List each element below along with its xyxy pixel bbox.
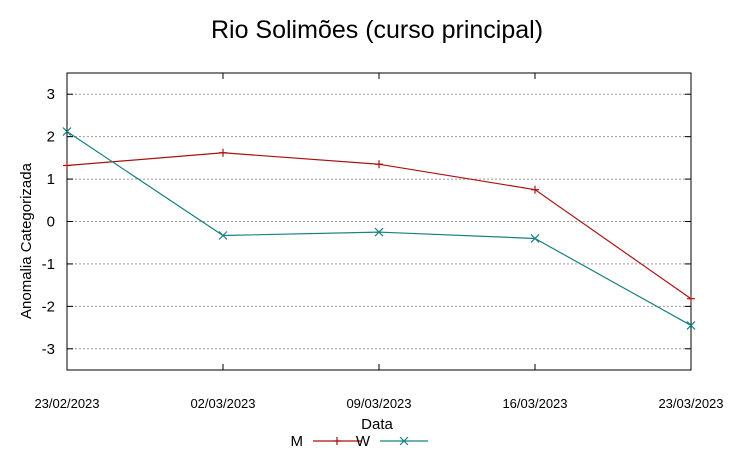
data-point-marker (218, 231, 228, 240)
data-point-marker (62, 127, 72, 136)
x-axis-label: Data (361, 416, 393, 433)
series-M (63, 148, 695, 303)
series-W (62, 127, 696, 330)
data-point-marker (686, 321, 696, 330)
x-tick-label: 23/03/2023 (658, 396, 723, 411)
data-point-marker (530, 234, 540, 243)
y-tick-label: -2 (42, 298, 55, 315)
series-line (66, 152, 692, 300)
chart-title: Rio Solimões (curso principal) (211, 16, 543, 44)
series-layer (62, 127, 696, 330)
data-point-marker (374, 227, 384, 237)
grid-lines (67, 93, 691, 350)
x-tick-label: 23/02/2023 (34, 396, 99, 411)
x-axis-ticks: 23/02/2023 02/03/2023 09/03/2023 16/03/2023… (34, 73, 724, 411)
legend-label: M (291, 433, 304, 450)
y-tick-label: 3 (47, 86, 55, 103)
y-tick-label: 1 (47, 171, 55, 188)
y-axis-label: Anomalia Categorizada (18, 162, 35, 319)
x-tick-label: 02/03/2023 (190, 396, 255, 411)
legend-label: W (356, 433, 371, 450)
y-tick-label: 2 (47, 129, 55, 146)
x-tick-label: 16/03/2023 (502, 396, 567, 411)
y-axis-ticks: -3 -2 -1 0 1 2 3 (42, 86, 691, 358)
y-tick-label: -3 (42, 341, 55, 358)
y-tick-label: 0 (47, 214, 55, 231)
data-point-marker (399, 436, 409, 446)
x-tick-label: 09/03/2023 (346, 396, 411, 411)
y-tick-label: -1 (42, 256, 55, 273)
